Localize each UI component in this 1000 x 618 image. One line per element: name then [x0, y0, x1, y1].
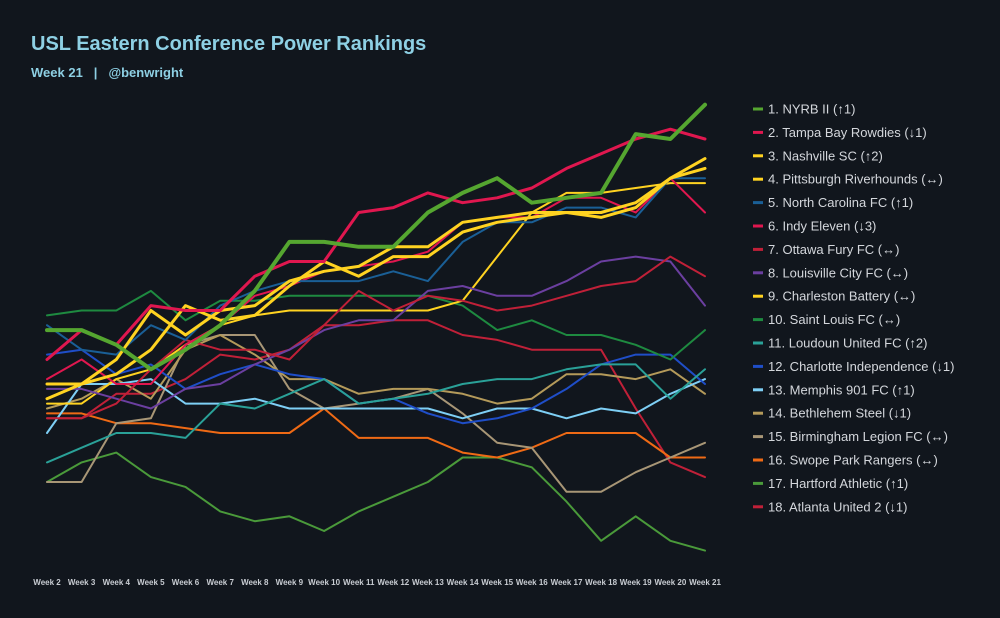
x-tick-label: Week 7 [206, 578, 234, 587]
legend-label: 18. Atlanta United 2 (↓1) [768, 499, 907, 514]
series-line-13 [46, 378, 706, 434]
legend: 1. NYRB II (↑1) 2. Tampa Bay Rowdies (↓1)… [753, 102, 954, 514]
x-tick-label: Week 19 [620, 578, 652, 587]
series-line-6 [46, 177, 706, 385]
series-line-12 [46, 348, 706, 425]
x-tick-label: Week 17 [551, 578, 583, 587]
series-line-4 [45, 166, 707, 401]
series-lines [45, 102, 707, 552]
legend-label: 8. Louisville City FC (↔) [768, 265, 908, 280]
author-handle: @benwright [108, 65, 184, 80]
legend-label: 4. Pittsburgh Riverhounds (↔) [768, 172, 943, 187]
chart-title: USL Eastern Conference Power Rankings [31, 33, 427, 55]
series-line-14 [46, 334, 706, 410]
x-tick-label: Week 4 [103, 578, 131, 587]
legend-label: 1. NYRB II (↑1) [768, 102, 855, 117]
legend-label: 17. Hartford Athletic (↑1) [768, 476, 908, 491]
series-line-18 [46, 319, 706, 479]
series-line-11 [46, 363, 706, 464]
series-line-17 [46, 451, 706, 552]
x-tick-label: Week 6 [172, 578, 200, 587]
legend-label: 7. Ottawa Fury FC (↔) [768, 242, 899, 257]
x-axis-ticks: Week 2 Week 3 Week 4 Week 5 Week 6 Week 7 Week… [33, 578, 721, 587]
series-line-1 [45, 102, 707, 372]
x-tick-label: Week 18 [585, 578, 617, 587]
x-tick-label: Week 21 [689, 578, 721, 587]
x-tick-label: Week 14 [447, 578, 479, 587]
series-line-2 [45, 127, 707, 361]
series-line-10 [46, 289, 706, 361]
legend-label: 2. Tampa Bay Rowdies (↓1) [768, 125, 927, 140]
legend-label: 11. Loudoun United FC (↑2) [768, 336, 927, 351]
x-tick-label: Week 15 [481, 578, 513, 587]
legend-label: 9. Charleston Battery (↔) [768, 289, 915, 304]
x-tick-label: Week 11 [343, 578, 375, 587]
x-tick-label: Week 13 [412, 578, 444, 587]
x-tick-label: Week 5 [137, 578, 165, 587]
legend-label: 10. Saint Louis FC (↔) [768, 312, 900, 327]
chart-subtitle: Week 21 | @benwright [31, 65, 183, 80]
legend-label: 15. Birmingham Legion FC (↔) [768, 429, 948, 444]
x-tick-label: Week 10 [308, 578, 340, 587]
x-tick-label: Week 12 [377, 578, 409, 587]
legend-label: 5. North Carolina FC (↑1) [768, 195, 913, 210]
series-line-8 [46, 255, 706, 410]
x-tick-label: Week 20 [654, 578, 686, 587]
x-tick-label: Week 16 [516, 578, 548, 587]
x-tick-label: Week 3 [68, 578, 96, 587]
legend-label: 14. Bethlehem Steel (↓1) [768, 406, 911, 421]
series-line-3 [45, 157, 707, 386]
x-tick-label: Week 9 [276, 578, 304, 587]
x-tick-label: Week 2 [33, 578, 61, 587]
legend-label: 6. Indy Eleven (↓3) [768, 219, 876, 234]
x-tick-label: Week 8 [241, 578, 269, 587]
week-label: Week 21 [31, 65, 83, 80]
legend-label: 13. Memphis 901 FC (↑1) [768, 382, 915, 397]
series-line-16 [46, 407, 706, 459]
series-line-5 [46, 177, 706, 356]
legend-label: 12. Charlotte Independence (↓1) [768, 359, 954, 374]
legend-label: 3. Nashville SC (↑2) [768, 148, 883, 163]
subtitle-separator: | [93, 65, 98, 80]
legend-label: 16. Swope Park Rangers (↔) [768, 453, 938, 468]
